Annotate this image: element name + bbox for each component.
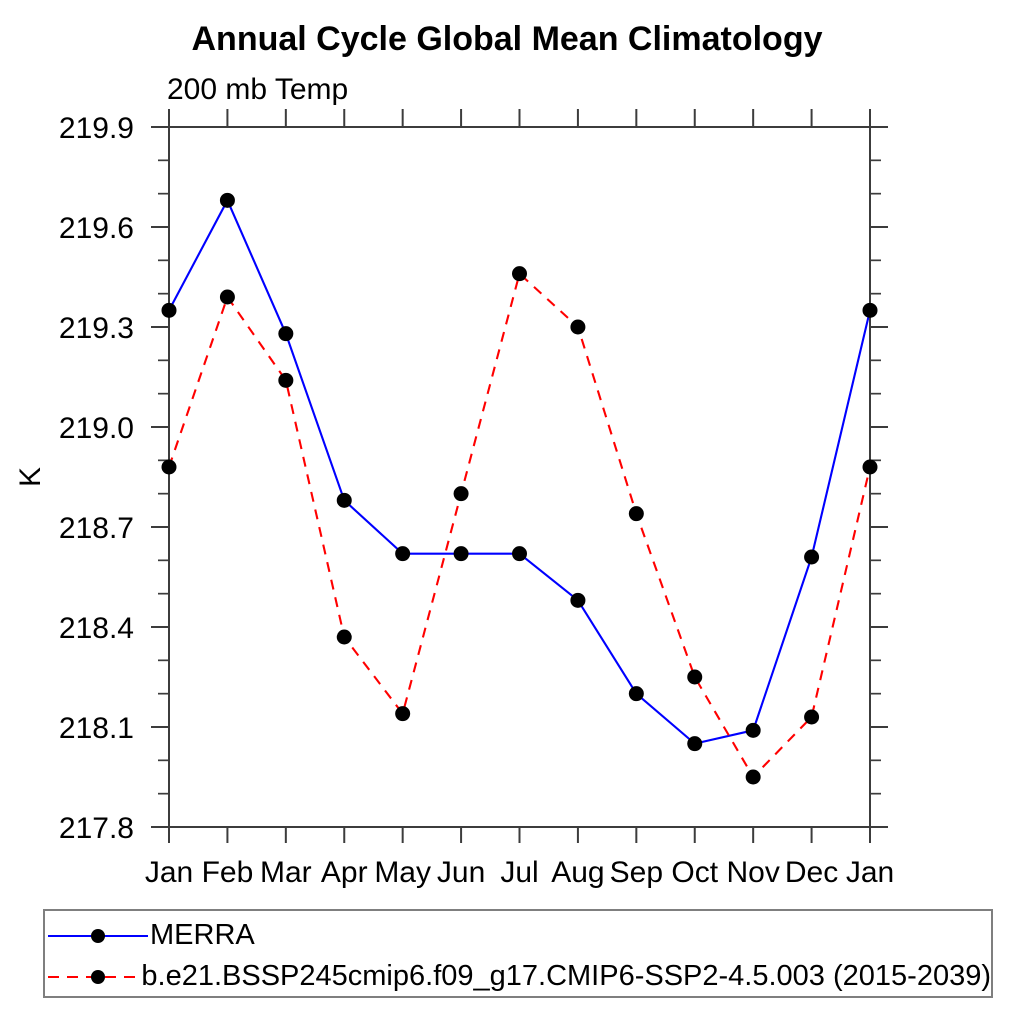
data-point-marker [745, 769, 761, 785]
y-tick-label: 219.3 [59, 312, 134, 345]
x-tick-label: May [374, 856, 431, 889]
x-tick-label: Mar [260, 856, 312, 889]
y-tick-label: 219.6 [59, 212, 134, 245]
data-point-marker [219, 289, 235, 305]
chart-title: Annual Cycle Global Mean Climatology [191, 20, 823, 58]
data-point-marker [336, 492, 352, 508]
data-point-marker [219, 192, 235, 208]
x-tick-label: Oct [671, 856, 718, 889]
x-tick-label: Nov [726, 856, 779, 889]
data-point-marker [161, 459, 177, 475]
legend-row-model: b.e21.BSSP245cmip6.f09_g17.CMIP6-SSP2-4.… [48, 956, 991, 997]
x-tick-label: Jan [846, 856, 894, 889]
series-line-merra [168, 197, 872, 745]
series-line-model [168, 271, 872, 779]
data-point-marker [395, 546, 411, 562]
legend-marker-dot [91, 969, 105, 984]
x-tick-label: Dec [785, 856, 838, 889]
data-point-marker [687, 669, 703, 685]
data-point-marker [570, 319, 586, 335]
data-point-marker [278, 326, 294, 342]
y-tick-label: 218.7 [59, 512, 134, 545]
data-point-marker [804, 549, 820, 565]
y-axis-ticks [151, 126, 888, 828]
y-tick-label: 217.8 [59, 812, 134, 845]
x-tick-label: Feb [202, 856, 254, 889]
x-tick-label: Jan [145, 856, 193, 889]
y-axis-tick-labels: 217.8 218.1 218.4 218.7 219.0 219.3 219.6 219.9 [59, 112, 134, 845]
y-tick-label: 218.4 [59, 612, 134, 645]
data-point-marker [570, 592, 586, 608]
data-point-marker [161, 302, 177, 318]
x-tick-label: Sep [610, 856, 663, 889]
data-point-marker [804, 709, 820, 725]
data-point-marker [512, 266, 527, 282]
legend-sample-line-model [48, 969, 140, 984]
data-point-marker [453, 546, 469, 562]
y-axis-label: K [14, 466, 48, 488]
data-point-marker [453, 486, 469, 502]
x-axis-ticks [168, 109, 871, 843]
legend-label-merra: MERRA [150, 919, 255, 951]
y-tick-label: 218.1 [59, 712, 134, 745]
data-point-marker [628, 506, 644, 522]
data-point-marker [512, 546, 527, 562]
data-point-marker [336, 629, 352, 645]
data-point-marker [278, 372, 294, 388]
data-point-marker [862, 459, 878, 475]
data-point-marker [745, 722, 761, 738]
x-axis-tick-labels: Jan Feb Mar Apr May Jun Jul Aug Sep Oct Nov Dec Jan [145, 856, 894, 889]
data-point-marker [628, 686, 644, 702]
legend-row-merra: MERRA [48, 915, 991, 956]
chart-subtitle: 200 mb Temp [167, 73, 349, 106]
series-markers-merra [161, 192, 878, 752]
x-tick-label: Aug [551, 856, 604, 889]
y-tick-label: 219.9 [59, 112, 134, 145]
x-tick-label: Apr [321, 856, 368, 889]
data-point-marker [862, 302, 878, 318]
legend-sample-line-merra [48, 928, 148, 943]
y-tick-label: 219.0 [59, 412, 134, 445]
x-tick-label: Jun [437, 856, 485, 889]
legend-marker-dot [91, 928, 105, 943]
data-point-marker [395, 706, 411, 722]
series-markers-model [161, 266, 878, 785]
plot-frame [168, 126, 871, 828]
legend-box: MERRA b.e21.BSSP245cmip6.f09_g17.CMIP6-S… [43, 909, 993, 998]
x-tick-label: Jul [500, 856, 538, 889]
legend-label-model: b.e21.BSSP245cmip6.f09_g17.CMIP6-SSP2-4.… [141, 960, 991, 992]
data-point-marker [687, 736, 703, 752]
